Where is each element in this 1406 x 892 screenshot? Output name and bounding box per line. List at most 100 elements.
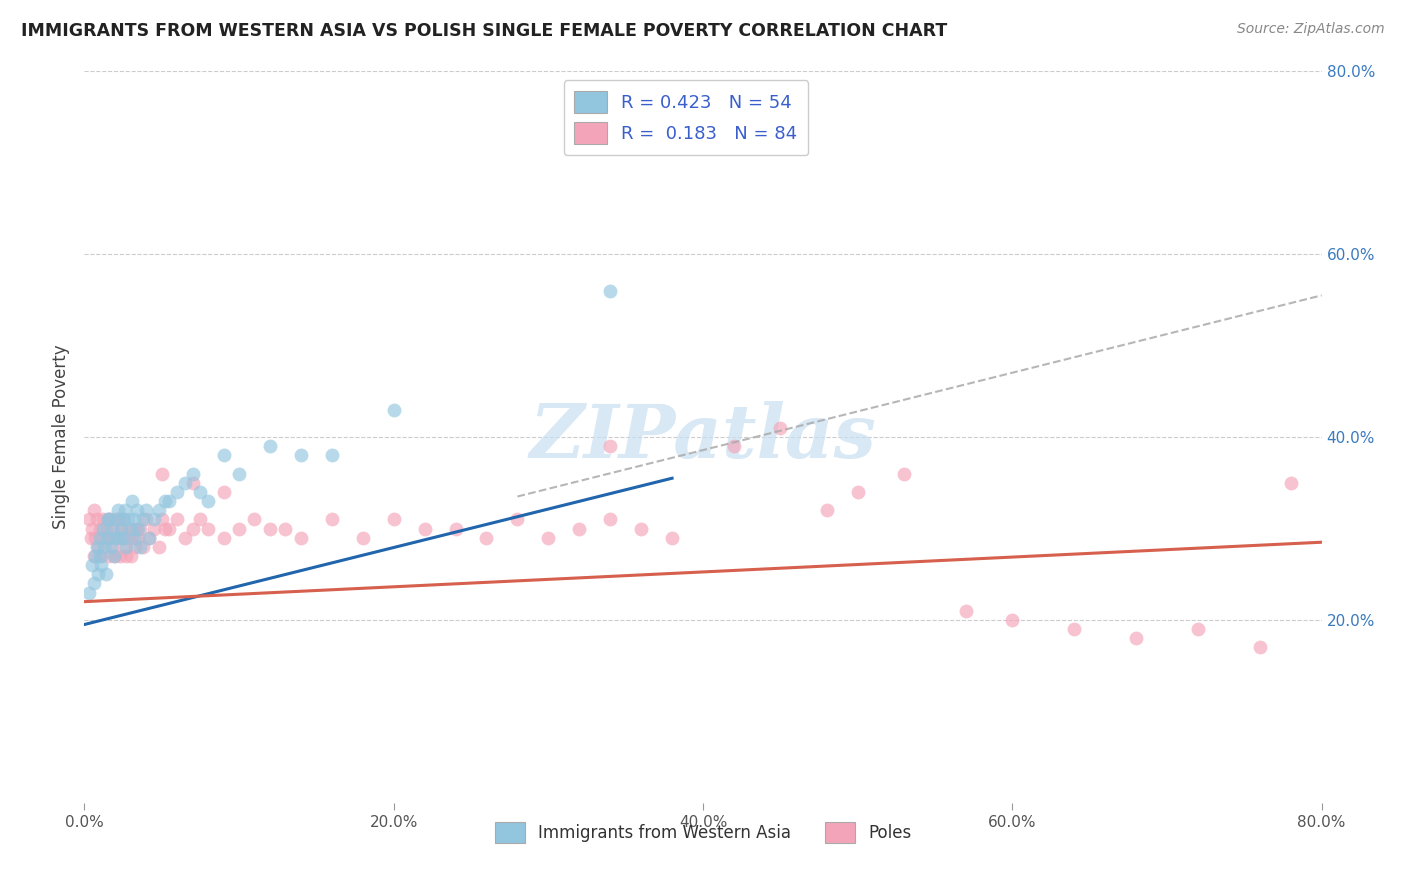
Point xyxy=(115,540,138,554)
Point xyxy=(259,439,281,453)
Point xyxy=(117,512,139,526)
Point xyxy=(769,421,792,435)
Point xyxy=(122,512,145,526)
Point xyxy=(129,540,152,554)
Point xyxy=(599,512,621,526)
Point xyxy=(96,531,118,545)
Point xyxy=(955,604,977,618)
Point xyxy=(83,549,105,563)
Point xyxy=(475,531,498,545)
Point xyxy=(100,512,122,526)
Point xyxy=(108,549,131,563)
Point xyxy=(98,549,121,563)
Point xyxy=(599,284,621,298)
Point xyxy=(94,567,117,582)
Point xyxy=(96,512,118,526)
Point xyxy=(138,531,160,545)
Text: Source: ZipAtlas.com: Source: ZipAtlas.com xyxy=(1237,22,1385,37)
Point xyxy=(444,521,467,535)
Point xyxy=(212,485,235,500)
Point xyxy=(103,549,125,563)
Point xyxy=(91,512,114,526)
Point xyxy=(382,402,405,417)
Point xyxy=(86,540,108,554)
Point xyxy=(107,503,129,517)
Point xyxy=(112,512,135,526)
Point xyxy=(120,521,142,535)
Legend: Immigrants from Western Asia, Poles: Immigrants from Western Asia, Poles xyxy=(488,815,918,849)
Point xyxy=(93,531,115,545)
Point xyxy=(87,540,110,554)
Point xyxy=(159,494,180,508)
Point xyxy=(86,512,108,526)
Point xyxy=(1063,622,1085,636)
Point xyxy=(125,521,148,535)
Point xyxy=(181,467,204,481)
Point xyxy=(110,521,132,535)
Point xyxy=(321,512,343,526)
Point xyxy=(413,521,436,535)
Point xyxy=(124,540,146,554)
Point xyxy=(120,549,142,563)
Point xyxy=(118,531,141,545)
Point xyxy=(121,531,143,545)
Point xyxy=(506,512,529,526)
Point xyxy=(153,521,176,535)
Point xyxy=(274,521,297,535)
Point xyxy=(188,512,211,526)
Point xyxy=(153,494,176,508)
Point xyxy=(228,467,250,481)
Point xyxy=(112,512,135,526)
Point xyxy=(115,549,138,563)
Point xyxy=(197,494,219,508)
Point xyxy=(568,521,591,535)
Point xyxy=(723,439,745,453)
Point xyxy=(893,467,915,481)
Point xyxy=(89,531,111,545)
Point xyxy=(124,531,146,545)
Point xyxy=(79,531,101,545)
Point xyxy=(212,448,235,462)
Text: ZIPatlas: ZIPatlas xyxy=(530,401,876,474)
Point xyxy=(101,521,124,535)
Point xyxy=(1125,632,1147,646)
Point xyxy=(127,531,149,545)
Point xyxy=(290,531,312,545)
Point xyxy=(143,512,166,526)
Point xyxy=(290,448,312,462)
Point xyxy=(98,512,121,526)
Point xyxy=(104,531,127,545)
Point xyxy=(83,576,105,591)
Point xyxy=(129,521,152,535)
Point xyxy=(104,549,127,563)
Point xyxy=(107,512,129,526)
Point xyxy=(77,512,100,526)
Point xyxy=(112,531,135,545)
Point xyxy=(148,503,170,517)
Point xyxy=(166,485,188,500)
Point xyxy=(77,585,100,599)
Point xyxy=(125,503,148,517)
Point xyxy=(121,494,143,508)
Point xyxy=(1249,640,1271,655)
Point xyxy=(110,521,132,535)
Y-axis label: Single Female Poverty: Single Female Poverty xyxy=(52,345,70,529)
Point xyxy=(82,558,104,573)
Point xyxy=(84,531,107,545)
Point xyxy=(105,512,128,526)
Point xyxy=(1187,622,1209,636)
Point xyxy=(135,512,157,526)
Point xyxy=(89,521,111,535)
Point xyxy=(84,549,107,563)
Point xyxy=(1279,475,1302,490)
Point xyxy=(101,540,124,554)
Point xyxy=(135,503,157,517)
Point xyxy=(150,467,173,481)
Point xyxy=(83,503,105,517)
Point xyxy=(94,521,117,535)
Point xyxy=(166,512,188,526)
Point xyxy=(352,531,374,545)
Point xyxy=(815,503,838,517)
Point xyxy=(188,485,211,500)
Point xyxy=(1001,613,1024,627)
